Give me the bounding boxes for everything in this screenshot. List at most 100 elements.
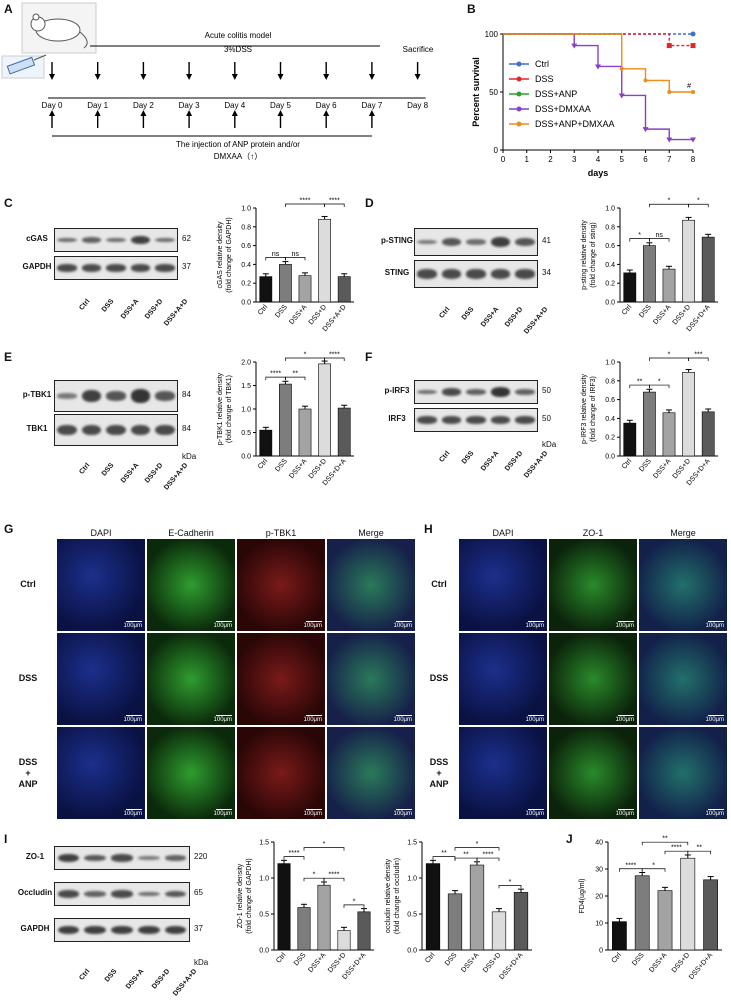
significance-label: **** [483, 852, 494, 859]
scale-bar [708, 621, 724, 622]
scale-bar-label: 100μm [705, 623, 724, 629]
survival-marker [690, 43, 696, 49]
scale-bar-label: 100μm [123, 811, 142, 817]
bar [318, 218, 331, 303]
y-tick-label: 1.0 [407, 876, 417, 883]
bar [680, 857, 696, 951]
scale-bar-label: 100μm [393, 623, 412, 629]
y-axis-label: ZO-1 relative density [237, 863, 244, 928]
y-axis-label: p-IRF3 relative density [581, 373, 588, 444]
scale-bar-label: 100μm [213, 623, 232, 629]
significance-bracket [641, 841, 689, 846]
blot-band-label: ZO-1 [25, 852, 45, 861]
x-tick-label: DSS+D+A [688, 952, 714, 981]
immunofluorescence-g: DAPI E-Cadherin p-TBK1 Merge Ctrl 100μm 100μm 1… [0, 522, 420, 822]
down-arrow-head [368, 74, 375, 80]
blot-band [106, 391, 126, 401]
bar [469, 864, 485, 951]
micrograph: 100μm [638, 632, 728, 726]
bar-chart-zo1: 0.0 0.5 1.0 1.5 ZO-1 relative density (fold c… [237, 840, 374, 981]
bar [279, 264, 292, 303]
bar [279, 383, 292, 457]
down-arrow-head [277, 74, 284, 80]
survival-marker [690, 137, 696, 143]
legend-marker [516, 121, 522, 127]
significance-bracket [285, 376, 306, 381]
x-tick-label: DSS [274, 304, 289, 320]
day-label: Day 8 [407, 101, 428, 110]
legend-label: DSS+ANP+DMXAA [535, 119, 615, 129]
bar [662, 268, 676, 303]
survival-marker [571, 43, 578, 49]
up-arrow-head [323, 110, 330, 116]
bar [259, 276, 273, 303]
row-label: Ctrl [20, 579, 36, 589]
western-blot-i: ZO-1 220 Occludin 65 GAPDH 37 Ctrl DSS DSS+A DSS+… [16, 846, 236, 998]
survival-marker [619, 66, 624, 71]
bar [643, 391, 656, 457]
blot-band [84, 854, 106, 862]
blot-band [515, 416, 535, 424]
y-tick-label: 0.0 [605, 454, 615, 461]
survival-marker [595, 64, 601, 70]
y-tick-label: 0.5 [259, 912, 269, 919]
row-label: DSS [429, 673, 449, 683]
kda-unit: kDa [194, 958, 209, 967]
up-arrow-head [186, 110, 193, 116]
scale-bar-label: 100μm [525, 717, 544, 723]
micrograph: 100μm [146, 538, 236, 632]
bar [259, 429, 273, 457]
significance-label: * [658, 379, 661, 386]
significance-label: ** [441, 850, 447, 857]
column-label: Merge [670, 528, 696, 538]
significance-label: * [697, 198, 700, 205]
blot-band [441, 388, 462, 396]
x-tick-label: DSS+A [460, 952, 480, 974]
western-blot-f: p-IRF3 50 IRF3 50 Ctrl DSS DSS+A DSS+D DSS+A+D kD… [380, 380, 580, 500]
bar [297, 907, 311, 951]
x-tick-label: 7 [667, 155, 672, 164]
significance-bracket [303, 847, 345, 851]
blot-band [155, 264, 175, 272]
scale-bar-label: 100μm [615, 623, 634, 629]
row-label: Ctrl [431, 579, 447, 589]
y-axis-label: occludin relative density [385, 858, 392, 933]
y-tick-label: 0 [494, 146, 499, 155]
y-tick-label: 0.4 [605, 262, 615, 269]
significance-bracket [324, 203, 345, 207]
bar [513, 892, 529, 951]
bar [643, 245, 656, 303]
significance-label: ** [463, 852, 469, 859]
survival-marker [666, 43, 672, 49]
up-arrow-head [231, 110, 238, 116]
blot-strip [54, 256, 178, 280]
bar [491, 911, 507, 951]
blot-band-label: p-TBK1 [22, 390, 52, 399]
scale-bar [708, 715, 724, 716]
column-label: ZO-1 [582, 528, 604, 538]
blot-band [417, 416, 437, 424]
micrograph: 100μm [548, 726, 638, 820]
significance-label: * [353, 898, 356, 905]
sacrifice-label: Sacrifice [403, 45, 434, 54]
blot-band [490, 236, 511, 248]
y-tick-label: 1.5 [241, 383, 251, 390]
blot-band [515, 389, 535, 395]
x-tick-label: DSS+D+A [498, 952, 524, 981]
scale-bar-label: 100μm [525, 811, 544, 817]
blot-band-label: Occludin [17, 888, 53, 897]
panel-e-label: E [4, 350, 13, 364]
kda-unit: kDa [182, 452, 197, 461]
y-axis-label: p-sting relative density [581, 220, 588, 290]
blot-band [417, 239, 437, 245]
scale-bar-label: 100μm [213, 811, 232, 817]
kda-label: 65 [194, 888, 203, 897]
x-tick-label: Ctrl [275, 951, 288, 964]
y-tick-label: 2.0 [241, 360, 251, 367]
panel-g-label: G [4, 522, 14, 536]
significance-label: * [668, 352, 671, 359]
scale-bar [216, 715, 232, 716]
down-arrow-head [140, 74, 147, 80]
bar [657, 890, 673, 951]
y-tick-label: 1.5 [407, 840, 417, 847]
